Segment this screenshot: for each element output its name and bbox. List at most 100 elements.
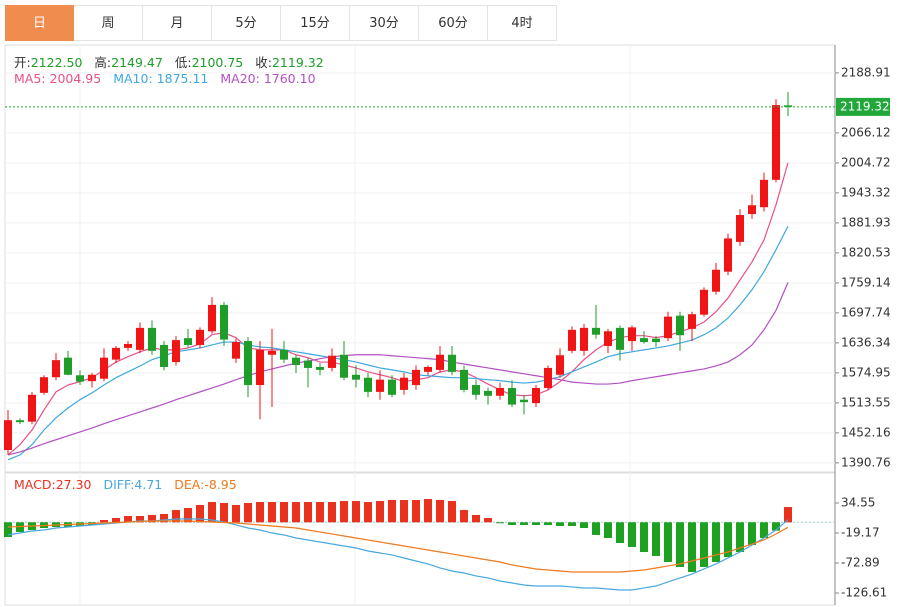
candle-body bbox=[544, 367, 552, 388]
legend-name: DEA: bbox=[174, 477, 205, 492]
macd-bar bbox=[604, 522, 612, 538]
candle-body bbox=[400, 377, 408, 390]
candle-body bbox=[508, 387, 516, 405]
macd-bar bbox=[208, 502, 216, 523]
period-tab[interactable]: 60分 bbox=[419, 5, 488, 41]
macd-bar bbox=[568, 522, 576, 526]
candle-body bbox=[328, 355, 336, 368]
candle-body bbox=[424, 366, 432, 372]
macd-bar bbox=[124, 515, 132, 523]
y-tick-label: -126.61 bbox=[841, 585, 887, 599]
candle-body bbox=[784, 105, 792, 107]
period-tab[interactable]: 5分 bbox=[212, 5, 281, 41]
candle-body bbox=[52, 360, 60, 378]
candle-body bbox=[172, 340, 180, 363]
period-tab[interactable]: 月 bbox=[143, 5, 212, 41]
macd-bar bbox=[148, 514, 156, 523]
ma-line bbox=[7, 162, 789, 456]
macd-bar bbox=[676, 522, 684, 567]
candle-body bbox=[580, 327, 588, 351]
y-tick-label: -72.89 bbox=[841, 556, 880, 570]
macd-bar bbox=[376, 501, 384, 523]
candle-body bbox=[148, 327, 156, 351]
candle-body bbox=[184, 338, 192, 345]
candle-body bbox=[124, 343, 132, 348]
candle-body bbox=[364, 377, 372, 392]
candle-body bbox=[640, 338, 648, 343]
legend-name: MACD: bbox=[14, 477, 56, 492]
period-tab[interactable]: 4时 bbox=[488, 5, 557, 41]
macd-bar bbox=[340, 501, 348, 523]
candle-body bbox=[724, 238, 732, 272]
candle-body bbox=[208, 304, 216, 332]
y-tick-label: 2004.72 bbox=[841, 155, 891, 169]
period-tabs: 日周月 5分 15分 30分 60分 4时 bbox=[5, 5, 557, 41]
candle-body bbox=[292, 357, 300, 366]
candle-body bbox=[112, 347, 120, 360]
macd-bar bbox=[664, 522, 672, 563]
macd-bar bbox=[136, 515, 144, 523]
macd-bar bbox=[460, 510, 468, 523]
legend-value: 1875.11 bbox=[156, 71, 209, 86]
period-tab[interactable]: 周 bbox=[74, 5, 143, 41]
macd-bar bbox=[472, 514, 480, 523]
period-tab[interactable]: 15分 bbox=[281, 5, 350, 41]
macd-bar bbox=[508, 522, 516, 525]
candle-body bbox=[496, 387, 504, 396]
macd-bar bbox=[268, 502, 276, 523]
macd-bar bbox=[412, 500, 420, 523]
macd-bar bbox=[352, 501, 360, 523]
macd-bar bbox=[772, 522, 780, 531]
macd-bar bbox=[448, 501, 456, 523]
legend-value: 2004.95 bbox=[49, 71, 102, 86]
candle-body bbox=[412, 369, 420, 386]
y-tick-label: 1820.53 bbox=[841, 245, 891, 259]
macd-bar bbox=[112, 517, 120, 523]
candle-body bbox=[664, 316, 672, 339]
ma-line bbox=[7, 225, 789, 461]
legend-name: MA10: bbox=[113, 71, 153, 86]
macd-bar bbox=[592, 522, 600, 535]
candle-body bbox=[760, 179, 768, 208]
readout-value: 2119.32 bbox=[271, 55, 324, 70]
candle-body bbox=[592, 327, 600, 335]
legend-value: 27.30 bbox=[55, 477, 92, 492]
candle-body bbox=[772, 105, 780, 180]
macd-bar bbox=[16, 522, 24, 533]
legend-value: 1760.10 bbox=[263, 71, 316, 86]
candle-body bbox=[136, 327, 144, 350]
macd-bar bbox=[292, 502, 300, 523]
period-tab[interactable]: 日 bbox=[5, 5, 74, 41]
readout-name: 开: bbox=[14, 55, 31, 70]
macd-bar bbox=[400, 500, 408, 523]
candle-body bbox=[652, 338, 660, 343]
candle-body bbox=[28, 394, 36, 422]
macd-bar bbox=[700, 522, 708, 567]
candle-body bbox=[352, 374, 360, 380]
macd-bar bbox=[580, 522, 588, 528]
macd-bar bbox=[496, 522, 504, 524]
last-price-box bbox=[836, 97, 890, 116]
macd-bar bbox=[484, 517, 492, 523]
candle-body bbox=[604, 331, 612, 346]
last-price-label: 2119.32 bbox=[840, 99, 890, 113]
period-tab[interactable]: 30分 bbox=[350, 5, 419, 41]
y-tick-label: 1574.95 bbox=[841, 365, 891, 379]
ma-legend: MA5: 2004.95 MA10: 1875.11 MA20: 1760.10 bbox=[14, 71, 328, 86]
macd-bar bbox=[436, 500, 444, 523]
candle-body bbox=[16, 420, 24, 423]
macd-bar bbox=[388, 500, 396, 523]
candle-body bbox=[676, 315, 684, 336]
macd-bar bbox=[304, 502, 312, 523]
y-tick-label: 34.55 bbox=[841, 496, 875, 510]
legend-name: MA5: bbox=[14, 71, 46, 86]
candle-body bbox=[520, 399, 528, 403]
candle-body bbox=[268, 350, 276, 355]
macd-bar bbox=[688, 522, 696, 572]
candle-body bbox=[280, 349, 288, 360]
macd-bar bbox=[532, 522, 540, 525]
candle-body bbox=[196, 329, 204, 345]
readout-value: 2100.75 bbox=[191, 55, 244, 70]
candle-body bbox=[448, 354, 456, 372]
